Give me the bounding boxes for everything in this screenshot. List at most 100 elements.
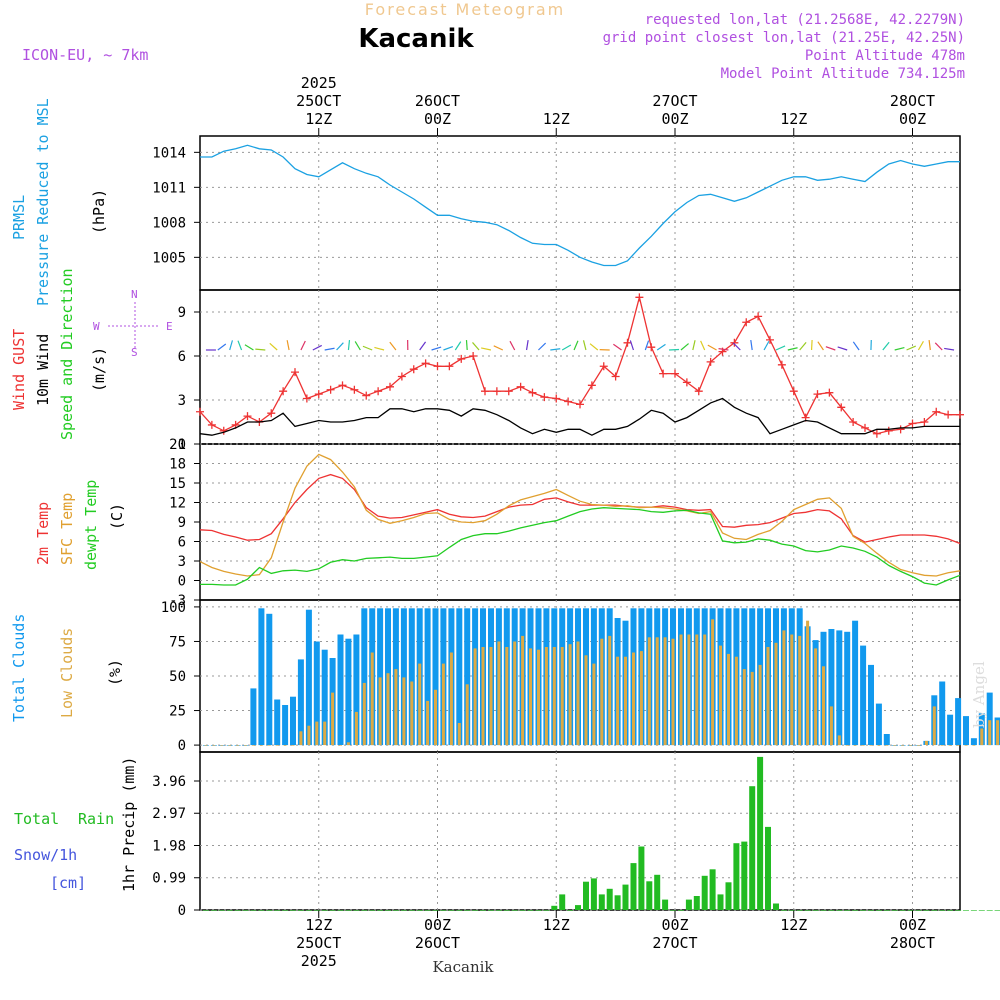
low-cloud-bar: [418, 663, 422, 746]
rain-bar: [915, 910, 922, 911]
y-tick-label: 100: [161, 600, 186, 616]
rain-bar: [606, 888, 613, 910]
total-cloud-bar: [432, 608, 439, 746]
low-cloud-bar: [727, 653, 730, 746]
total-cloud-bar: [353, 634, 360, 745]
total-cloud-bar: [305, 609, 312, 746]
gust-marker: [457, 354, 466, 363]
dewpt-line: [200, 507, 961, 586]
low-cloud-bar: [798, 635, 802, 746]
low-cloud-bar: [711, 619, 715, 745]
low-cloud-bar: [956, 745, 960, 746]
rain-bar: [305, 910, 312, 911]
gust-marker: [196, 407, 204, 416]
gust-marker: [932, 407, 941, 416]
low-cloud-bar: [212, 745, 216, 746]
total-cloud-bar: [282, 705, 289, 746]
low-cloud-bar: [663, 637, 667, 746]
low-cloud-bar: [346, 742, 350, 746]
rain-bar: [353, 910, 360, 911]
low-cloud-bar: [251, 745, 255, 746]
wind-direction-arrow: [656, 343, 666, 351]
rain-bar: [598, 894, 605, 910]
rain-bar: [804, 910, 811, 911]
total-cloud-bar: [266, 613, 273, 746]
low-cloud-bar: [608, 635, 612, 746]
tsfc-line: [199, 453, 961, 577]
low-cloud-bar: [917, 745, 920, 746]
wind-direction-arrow: [817, 341, 824, 351]
rain-bar: [329, 910, 336, 911]
rain-bar: [567, 910, 574, 911]
wind-direction-arrow: [525, 340, 529, 351]
label-10m-wind: 10m Wind: [34, 334, 52, 406]
rain-bar: [955, 910, 962, 911]
total-cloud-bar: [860, 645, 867, 746]
rain-bar: [282, 910, 289, 911]
wind-direction-arrow: [732, 342, 741, 351]
total-cloud-bar: [297, 659, 304, 746]
point-altitude: Point Altitude 478m: [805, 48, 965, 64]
total-cloud-bar: [274, 699, 281, 746]
gust-marker: [326, 385, 335, 394]
model-altitude: Model Point Altitude 734.125m: [721, 66, 965, 82]
total-cloud-bar: [290, 696, 296, 746]
wind-direction-arrow: [629, 340, 635, 351]
y-tick-label: 9: [178, 305, 186, 321]
total-cloud-bar: [852, 620, 859, 746]
wind-direction-arrow: [934, 342, 943, 351]
total-cloud-bar: [456, 608, 463, 746]
rain-bar: [947, 910, 954, 911]
rain-bar: [986, 910, 993, 911]
low-cloud-bar: [537, 649, 540, 745]
gust-marker: [956, 410, 964, 419]
low-cloud-bar: [750, 671, 754, 746]
gust-marker: [386, 382, 394, 391]
gust-marker: [944, 410, 953, 419]
label-rain: Rain: [78, 810, 114, 828]
pressure-frame: [199, 135, 961, 291]
low-cloud-bar: [853, 745, 857, 746]
rain-bar: [535, 910, 542, 911]
top-time-label: 12Z: [780, 110, 807, 128]
low-cloud-bar: [505, 647, 509, 746]
rain-bar: [765, 826, 771, 910]
bottom-time-label: 00Z: [661, 916, 688, 934]
rain-bar: [678, 910, 684, 911]
temperature-y-ticks: -3 0 3 6 9 12 15 18 21: [169, 437, 200, 609]
rain-bar: [456, 910, 463, 911]
gust-marker: [671, 369, 679, 378]
rain-bar: [503, 910, 510, 911]
low-cloud-bar: [513, 641, 517, 746]
low-cloud-bar: [932, 706, 936, 746]
total-cloud-bar: [258, 608, 265, 746]
wind-direction-arrow: [493, 345, 504, 351]
rain-bar: [741, 841, 748, 910]
total-cloud-bar: [464, 608, 471, 746]
low-cloud-bar: [244, 745, 247, 746]
top-time-label: 00Z: [661, 110, 688, 128]
wind-direction-arrow: [680, 343, 689, 351]
low-cloud-bar: [869, 745, 873, 746]
rain-bar: [757, 756, 764, 910]
low-cloud-bar: [837, 735, 841, 746]
precip-frame: [199, 751, 961, 911]
gust-marker: [302, 394, 311, 403]
low-cloud-bar: [497, 641, 501, 746]
y-tick-label: 6: [178, 349, 186, 365]
rain-bar: [662, 899, 669, 910]
low-cloud-bar: [370, 652, 374, 746]
wind-direction-arrow: [336, 342, 344, 351]
pressure-grid: [200, 136, 960, 290]
total-cloud-bar: [400, 608, 407, 746]
low-cloud-bar: [734, 656, 738, 746]
gust-marker: [540, 393, 549, 402]
rain-bar: [590, 878, 597, 910]
precip-bars: [202, 756, 1000, 911]
low-cloud-bar: [220, 745, 224, 746]
wind-direction-arrow: [472, 342, 480, 351]
low-cloud-bar: [782, 630, 786, 746]
wind-direction-arrow: [763, 340, 770, 351]
rain-bar: [583, 881, 589, 910]
y-tick-label: 50: [169, 669, 186, 685]
